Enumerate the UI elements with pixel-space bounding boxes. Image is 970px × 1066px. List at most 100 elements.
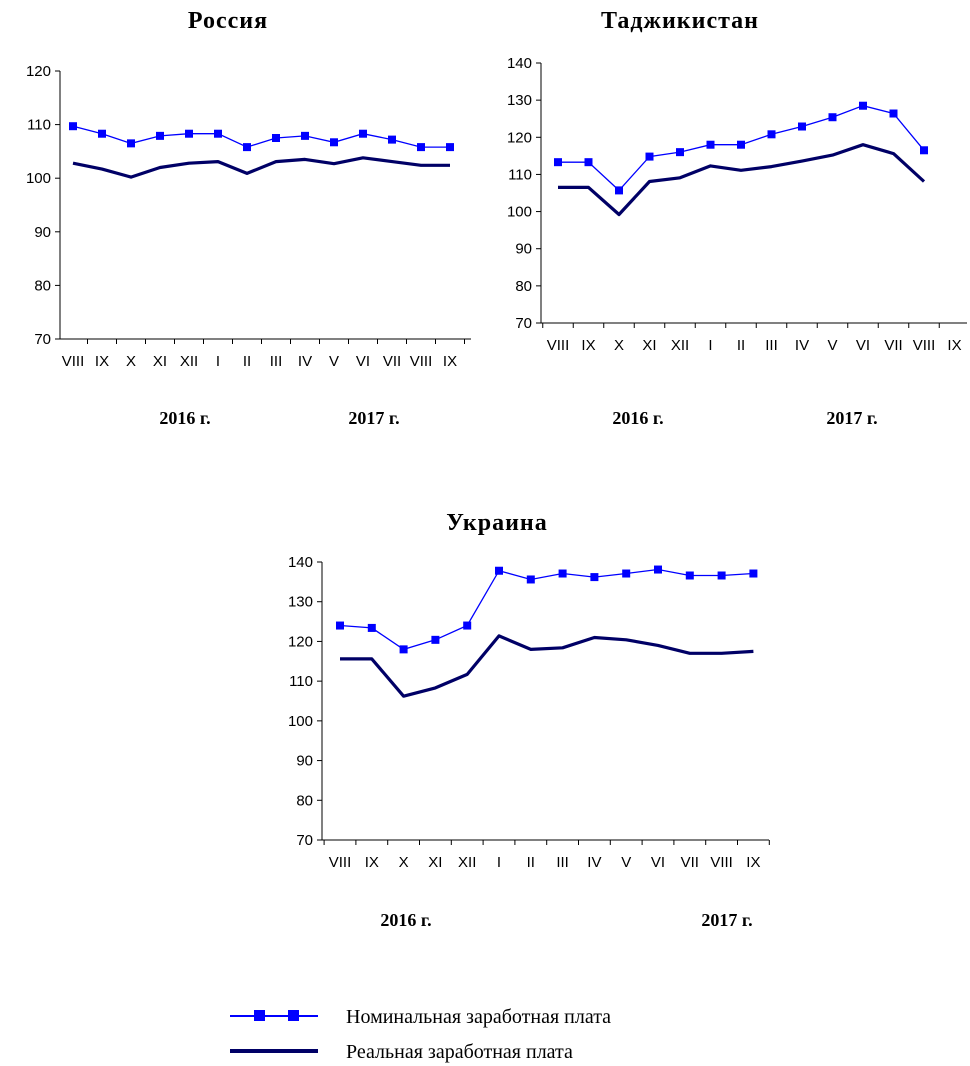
x-tick-label: V [621, 854, 631, 871]
x-tick-label: V [329, 353, 339, 370]
y-tick-label: 120 [288, 633, 313, 650]
data-point-nominal [676, 148, 684, 157]
data-point-nominal [920, 146, 928, 155]
legend-nominal-marker [288, 1010, 299, 1021]
data-point-nominal [706, 140, 715, 149]
y-tick-label: 100 [288, 713, 313, 730]
x-tick-label: X [399, 854, 409, 871]
data-point-nominal [717, 571, 726, 580]
data-point-nominal [889, 109, 898, 118]
x-tick-label: VIII [710, 854, 733, 871]
x-tick-label: XI [153, 353, 167, 370]
legend-nominal-label: Номинальная заработная плата [346, 1006, 611, 1028]
data-point-nominal [399, 645, 408, 654]
year-label-2016: 2016 г. [159, 408, 210, 428]
x-tick-label: VIII [547, 337, 570, 354]
legend: Номинальная заработная плата Реальная за… [230, 1006, 611, 1063]
data-point-nominal [495, 566, 503, 575]
data-point-nominal [859, 101, 867, 110]
x-tick-label: XII [458, 854, 476, 871]
y-tick-label: 90 [296, 753, 313, 770]
data-point-nominal [367, 623, 376, 632]
data-point-nominal [798, 122, 806, 131]
x-tick-label: IV [587, 854, 601, 871]
data-point-nominal [645, 152, 654, 161]
y-tick-label: 80 [296, 792, 313, 809]
series-line-nominal [72, 125, 450, 148]
data-point-nominal [359, 129, 367, 138]
x-tick-label: V [827, 337, 837, 354]
x-tick-label: XI [428, 854, 442, 871]
data-point-nominal [431, 635, 440, 644]
chart-title: Украина [446, 510, 547, 536]
x-tick-label: II [243, 353, 251, 370]
year-label-2016: 2016 г. [380, 910, 431, 930]
y-tick-label: 90 [34, 224, 51, 241]
data-point-nominal [828, 113, 837, 122]
x-tick-label: VII [884, 337, 902, 354]
y-tick-label: 70 [34, 331, 51, 348]
x-tick-label: I [708, 337, 712, 354]
x-tick-label: X [126, 353, 136, 370]
x-tick-label: VI [651, 854, 665, 871]
chart-title: Россия [188, 8, 268, 34]
data-point-nominal [615, 186, 623, 195]
data-point-nominal [463, 621, 472, 630]
y-tick-label: 80 [34, 277, 51, 294]
y-tick-label: 130 [507, 92, 532, 109]
chart-ukraine: Украина 2016 г. 2017 г. 70 80 90 100 110 120 1… [288, 510, 770, 930]
series-line-real [558, 143, 926, 217]
data-point-nominal [388, 135, 396, 144]
y-tick-label: 100 [26, 170, 51, 187]
x-tick-label: IV [795, 337, 809, 354]
y-tick-label: 110 [508, 166, 532, 183]
data-point-nominal [185, 129, 193, 138]
x-tick-label: VI [856, 337, 870, 354]
x-tick-label: X [614, 337, 624, 354]
x-tick-label: VIII [329, 854, 352, 871]
y-tick-label: 120 [507, 129, 532, 146]
x-tick-label: IX [365, 854, 379, 871]
data-point-nominal [330, 138, 338, 147]
x-tick-label: VIII [913, 337, 936, 354]
x-tick-label: XII [180, 353, 198, 370]
x-tick-label: III [556, 854, 569, 871]
data-point-nominal [243, 143, 251, 152]
x-tick-label: II [737, 337, 745, 354]
legend-real-label: Реальная заработная плата [346, 1041, 573, 1063]
y-tick-label: 100 [507, 204, 532, 221]
x-tick-label: IX [581, 337, 595, 354]
data-point-nominal [156, 131, 164, 140]
data-point-nominal [767, 130, 776, 139]
data-point-nominal [558, 569, 567, 578]
y-tick-label: 140 [288, 554, 313, 571]
y-tick-label: 130 [288, 594, 313, 611]
y-tick-label: 80 [515, 278, 532, 295]
data-point-nominal [685, 571, 694, 580]
data-point-nominal [737, 140, 745, 149]
x-tick-label: IX [947, 337, 961, 354]
y-tick-label: 120 [26, 63, 51, 80]
data-point-nominal [622, 569, 631, 578]
y-tick-label: 70 [515, 315, 532, 332]
year-label-2017: 2017 г. [826, 408, 877, 428]
data-point-nominal [214, 129, 222, 138]
data-point-nominal [301, 131, 309, 140]
data-point-nominal [98, 129, 106, 138]
legend-nominal-marker [254, 1010, 265, 1021]
x-tick-label: IX [95, 353, 109, 370]
data-point-nominal [446, 143, 454, 152]
year-label-2017: 2017 г. [348, 408, 399, 428]
data-point-nominal [749, 569, 758, 578]
series-line-real [72, 156, 450, 179]
x-tick-label: XII [671, 337, 689, 354]
x-tick-label: III [270, 353, 283, 370]
x-tick-label: VIII [62, 353, 85, 370]
y-tick-label: 140 [507, 55, 532, 72]
x-tick-label: VII [383, 353, 401, 370]
x-tick-label: I [497, 854, 501, 871]
chart-russia: Россия 2016 г. 2017 г. 708090100110120VI… [26, 8, 471, 428]
series-line-nominal [339, 568, 754, 651]
y-tick-label: 110 [27, 117, 51, 134]
